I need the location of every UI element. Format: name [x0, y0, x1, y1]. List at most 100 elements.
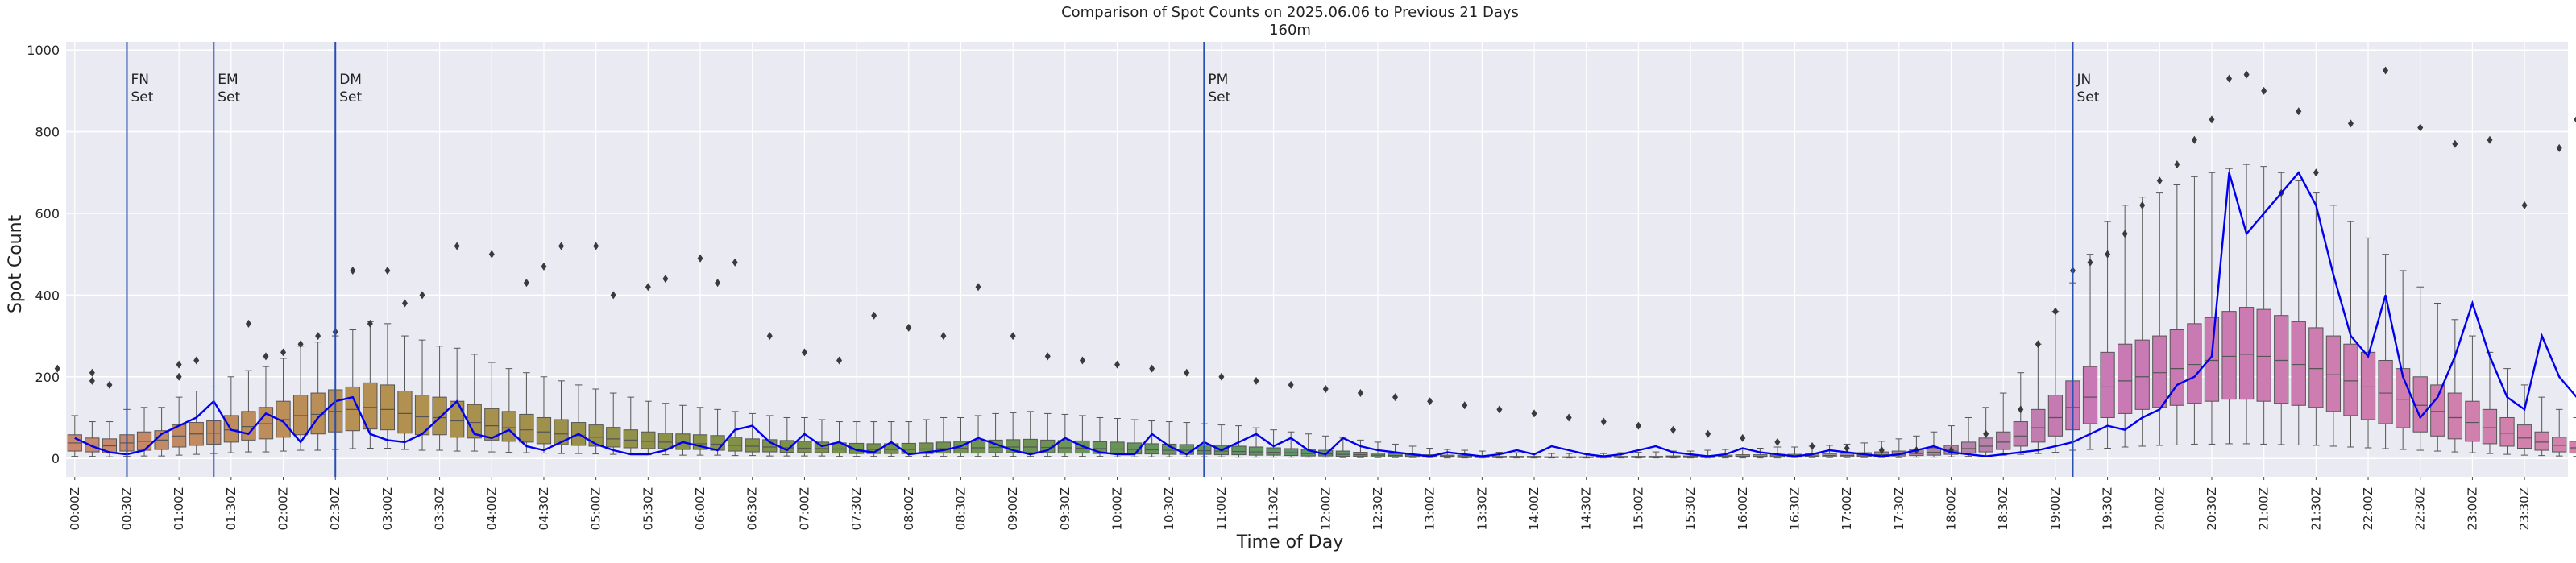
y-tick-label: 800 — [35, 125, 60, 140]
box-11:30Z — [1266, 429, 1281, 458]
outlier-point — [836, 356, 843, 365]
x-tick-label: 21:30Z — [2308, 487, 2323, 531]
y-axis-label: Spot Count — [6, 214, 26, 313]
event-label: PM — [1208, 72, 1228, 88]
box-05:40Z — [657, 403, 674, 456]
box-19:30Z — [2100, 221, 2115, 449]
box-19:20Z — [2082, 254, 2098, 450]
outlier-point — [871, 311, 877, 320]
x-tick-label: 09:00Z — [1006, 487, 1020, 531]
box-23:20Z — [2499, 368, 2515, 455]
outlier-point — [1531, 409, 1537, 418]
outlier-point — [766, 332, 773, 341]
box-21:20Z — [2291, 180, 2306, 445]
x-tick-label: 08:00Z — [902, 487, 916, 531]
box-iqr — [1335, 450, 1350, 457]
box-13:50Z — [1509, 452, 1524, 459]
outlier-point — [1670, 425, 1677, 434]
box-iqr — [1960, 441, 1977, 454]
chart-subtitle: 160m — [1269, 22, 1311, 39]
box-20:20Z — [2187, 176, 2202, 445]
box-04:30Z — [536, 376, 552, 454]
box-iqr — [519, 413, 534, 443]
box-13:10Z — [1440, 449, 1455, 459]
box-iqr — [1023, 438, 1038, 453]
box-iqr — [2552, 437, 2567, 453]
x-tick-label: 04:00Z — [484, 487, 499, 531]
box-iqr — [484, 408, 500, 441]
outlier-point — [2296, 107, 2302, 116]
outlier-point — [315, 332, 321, 341]
box-iqr — [606, 427, 621, 448]
outlier-point — [2521, 201, 2528, 209]
outlier-point — [54, 364, 60, 373]
box-18:40Z — [2013, 372, 2028, 455]
current-day-line — [74, 171, 2576, 457]
outlier-point — [2139, 201, 2146, 209]
outlier-point — [1983, 429, 1989, 438]
x-tick-label: 11:30Z — [1267, 487, 1281, 531]
outlier-point — [401, 299, 408, 308]
outlier-point — [2087, 258, 2093, 267]
box-iqr — [1996, 431, 2011, 450]
outlier-point — [1114, 360, 1121, 369]
event-label: EM — [218, 72, 238, 88]
outlier-point — [1253, 376, 1259, 385]
x-tick-label: 16:00Z — [1736, 487, 1750, 531]
x-tick-label: 07:00Z — [797, 487, 811, 531]
outlier-point — [1496, 405, 1503, 414]
outlier-point — [662, 275, 669, 284]
outlier-point — [2487, 135, 2493, 144]
x-tick-label: 19:30Z — [2101, 487, 2115, 531]
outlier-point — [2574, 116, 2576, 123]
box-03:00Z — [380, 323, 396, 449]
outlier-point — [2122, 230, 2128, 238]
box-iqr — [2047, 395, 2064, 437]
y-tick-label: 200 — [35, 370, 60, 385]
y-tick-label: 400 — [35, 288, 60, 303]
box-13:20Z — [1457, 449, 1472, 459]
outlier-point — [350, 266, 356, 275]
outlier-point — [645, 283, 651, 292]
outlier-point — [732, 258, 738, 267]
box-iqr — [2100, 351, 2115, 418]
outlier-point — [1392, 393, 1399, 402]
box-iqr — [2343, 343, 2358, 416]
x-tick-label: 00:30Z — [119, 487, 134, 531]
event-label: JN — [2076, 72, 2091, 88]
outlier-point — [419, 291, 425, 300]
x-tick-label: 13:30Z — [1475, 487, 1489, 531]
box-iqr — [745, 438, 760, 453]
box-19:00Z — [2047, 311, 2064, 453]
outlier-point — [1635, 421, 1641, 430]
box-iqr — [2516, 424, 2532, 449]
outlier-point — [2313, 168, 2319, 177]
box-23:40Z — [2534, 396, 2549, 457]
box-20:30Z — [2204, 172, 2220, 445]
box-iqr — [2308, 327, 2324, 408]
box-15:00Z — [1631, 452, 1646, 459]
box-06:20Z — [728, 411, 743, 457]
outlier-point — [2226, 74, 2233, 83]
box-20:50Z — [2238, 164, 2255, 445]
box-iqr — [258, 407, 274, 440]
box-iqr — [919, 442, 934, 454]
outlier-point — [106, 380, 113, 389]
box-09:10Z — [1023, 411, 1038, 457]
box-iqr — [2325, 335, 2342, 412]
outlier-point — [1600, 417, 1607, 426]
box-iqr — [2221, 311, 2237, 400]
box-iqr — [1057, 440, 1072, 454]
box-14:20Z — [1562, 453, 1577, 459]
x-tick-label: 17:00Z — [1840, 487, 1854, 531]
box-iqr — [2465, 400, 2480, 442]
outlier-point — [384, 266, 391, 275]
box-09:00Z — [1006, 412, 1021, 457]
box-iqr — [2482, 408, 2498, 445]
box-iqr — [2534, 431, 2549, 451]
x-tick-label: 02:30Z — [328, 487, 342, 531]
box-iqr — [1926, 447, 1942, 456]
box-05:30Z — [641, 400, 656, 456]
box-12:30Z — [1370, 441, 1386, 458]
